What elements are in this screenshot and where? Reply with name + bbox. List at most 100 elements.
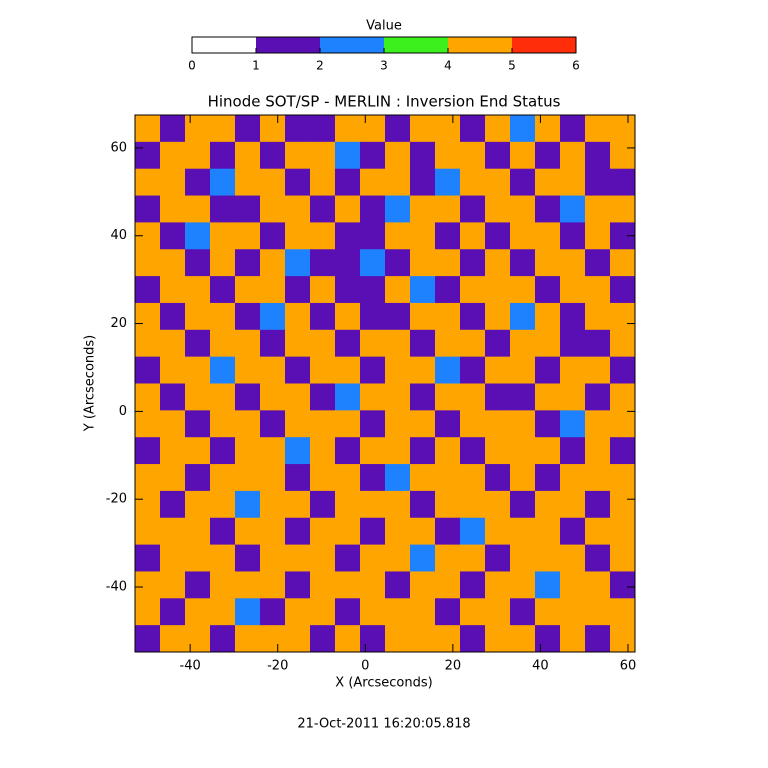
heatmap-cell (310, 141, 336, 170)
heatmap-cell (510, 410, 536, 438)
heatmap-cell (585, 625, 611, 653)
heatmap-cell (260, 598, 286, 626)
heatmap-cell (135, 490, 161, 519)
y-tick-label: -20 (106, 492, 127, 507)
heatmap-cell (185, 598, 211, 626)
heatmap-cell (410, 383, 436, 411)
heatmap-cell (310, 302, 336, 331)
heatmap-cell (610, 115, 636, 143)
heatmap-cell (310, 168, 336, 197)
heatmap-cell (560, 544, 586, 572)
heatmap-cell (210, 625, 236, 653)
heatmap-cell (460, 195, 486, 223)
heatmap-cell (235, 571, 261, 599)
heatmap-cell (160, 356, 186, 384)
heatmap-cell (285, 598, 311, 626)
heatmap-cell (235, 410, 261, 438)
heatmap-cell (310, 517, 336, 546)
heatmap-cell (235, 464, 261, 492)
heatmap-cell (510, 437, 536, 465)
heatmap-cell (335, 276, 361, 304)
heatmap-cell (585, 571, 611, 599)
heatmap-cell (510, 544, 536, 572)
heatmap-cell (610, 276, 636, 304)
heatmap-cell (385, 410, 411, 438)
heatmap-cell (185, 517, 211, 546)
heatmap-cell (435, 464, 461, 492)
heatmap-cell (160, 517, 186, 546)
heatmap-cell (435, 249, 461, 277)
chart-title: Hinode SOT/SP - MERLIN : Inversion End S… (208, 93, 561, 111)
heatmap-cell (210, 464, 236, 492)
heatmap-cell (410, 115, 436, 143)
heatmap-cell (485, 625, 511, 653)
heatmap-cell (260, 410, 286, 438)
heatmap-cell (410, 544, 436, 572)
heatmap-cell (560, 249, 586, 277)
heatmap-cell (535, 195, 561, 223)
heatmap-cell (360, 329, 386, 358)
heatmap-cell (610, 249, 636, 277)
heatmap-cell (460, 410, 486, 438)
heatmap-cell (135, 329, 161, 358)
heatmap-cell (585, 356, 611, 384)
heatmap-cell (510, 115, 536, 143)
heatmap-cell (285, 383, 311, 411)
heatmap-cell (160, 168, 186, 197)
heatmap-cell (385, 464, 411, 492)
heatmap-cell (285, 141, 311, 170)
heatmap-cell (585, 410, 611, 438)
heatmap-cell (460, 437, 486, 465)
colorbar-label: Value (366, 19, 402, 34)
heatmap-cell (360, 464, 386, 492)
heatmap-cell (260, 195, 286, 223)
heatmap-cell (410, 598, 436, 626)
heatmap-cell (535, 464, 561, 492)
heatmap-cell (185, 544, 211, 572)
heatmap-cell (435, 437, 461, 465)
heatmap-cell (185, 195, 211, 223)
heatmap-cell (510, 302, 536, 331)
heatmap-cell (485, 410, 511, 438)
heatmap-cell (135, 571, 161, 599)
heatmap-cell (560, 115, 586, 143)
heatmap-cell (485, 517, 511, 546)
heatmap-cell (285, 464, 311, 492)
heatmap-cell (135, 383, 161, 411)
heatmap-cell (185, 141, 211, 170)
heatmap-cell (460, 625, 486, 653)
heatmap-cell (510, 168, 536, 197)
heatmap-cell (235, 141, 261, 170)
heatmap-cell (485, 302, 511, 331)
heatmap-cell (435, 141, 461, 170)
heatmap-cell (335, 437, 361, 465)
heatmap-cell (160, 410, 186, 438)
heatmap-cell (285, 544, 311, 572)
heatmap-cell (260, 141, 286, 170)
heatmap-cell (535, 490, 561, 519)
heatmap-cell (135, 302, 161, 331)
heatmap-cell (335, 571, 361, 599)
heatmap-cell (310, 464, 336, 492)
heatmap-cell (135, 517, 161, 546)
heatmap-cell (235, 302, 261, 331)
heatmap-cell (460, 168, 486, 197)
heatmap-cell (410, 168, 436, 197)
heatmap-cell (160, 141, 186, 170)
heatmap-cell (285, 222, 311, 250)
colorbar-tick-label: 1 (252, 59, 260, 73)
heatmap-cell (435, 625, 461, 653)
heatmap-cell (435, 598, 461, 626)
heatmap-cell (560, 464, 586, 492)
heatmap-cell (435, 410, 461, 438)
heatmap-cell (310, 571, 336, 599)
heatmap-cell (435, 329, 461, 358)
heatmap-cell (510, 490, 536, 519)
heatmap-cell (335, 410, 361, 438)
heatmap-cell (260, 490, 286, 519)
heatmap-cell (360, 276, 386, 304)
heatmap-cell (435, 168, 461, 197)
heatmap-cell (385, 598, 411, 626)
heatmap-cell (335, 249, 361, 277)
heatmap-cell (160, 383, 186, 411)
